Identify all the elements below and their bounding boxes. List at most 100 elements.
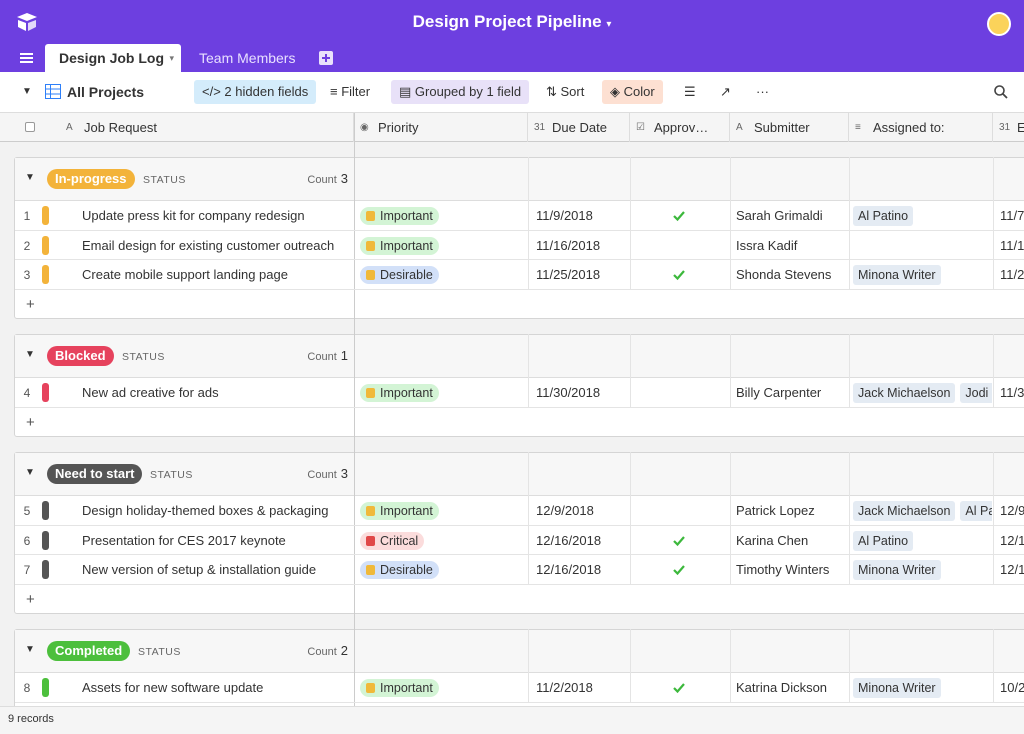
sort-button[interactable]: ⇅ Sort [546,84,585,99]
group-field: STATUS [150,469,193,481]
column-icon: ≡ [855,122,861,133]
column-header[interactable]: 31 E [993,113,1024,142]
record-row[interactable] [15,378,1024,408]
column-header[interactable]: ◉ Priority [354,113,528,142]
priority-pill: Desirable [360,561,439,579]
tab[interactable]: Team Members [185,44,309,72]
share-button[interactable]: ↗ [720,84,731,99]
group-button[interactable]: ▤ Grouped by 1 field [391,80,530,104]
record-row[interactable] [15,496,1024,526]
assigned-cell: Minona Writer [853,673,992,703]
column-header[interactable]: 31 Due Date [528,113,630,142]
button-label[interactable]: Filter [341,84,371,99]
record-row[interactable] [15,260,1024,290]
menu-icon[interactable] [20,52,34,64]
button-label[interactable]: Grouped by 1 field [414,84,522,99]
button-label[interactable]: 2 hidden fields [224,84,309,99]
column-icon: A [736,122,743,133]
add-tab[interactable] [319,51,333,65]
assignee-chip: Jodi L [960,383,992,403]
group-count: Count 3 [200,171,348,186]
column-name[interactable]: Due Date [552,120,607,135]
record-row[interactable] [15,673,1024,703]
cell-divider [630,157,631,290]
priority-cell: Important [360,496,525,526]
priority-pill: Desirable [360,266,439,284]
due-date: 12/16/2018 [536,532,602,548]
column-header[interactable]: A Submitter [730,113,849,142]
tab-label[interactable]: Team Members [199,50,296,66]
column-name[interactable]: Approv… [654,120,709,135]
priority-icon [366,506,375,516]
column-header[interactable]: ≡ Assigned to: [849,113,993,142]
priority-cell: Important [360,673,525,703]
record-row[interactable] [15,555,1024,585]
add-record[interactable]: + [26,295,35,313]
hidden-fields-button[interactable]: </> 2 hidden fields [194,80,317,104]
color-bar [42,560,49,579]
group-count: Count 3 [200,466,348,481]
collapse-toggle[interactable]: ▼ [25,467,35,478]
submitter: Billy Carpenter [736,385,822,400]
submitter: Katrina Dickson [736,680,828,695]
button-label[interactable]: Color [623,84,655,99]
priority-label: Important [380,386,433,400]
column-name[interactable]: Priority [378,120,419,135]
button-label[interactable]: Sort [560,84,585,99]
add-record[interactable]: + [26,590,35,608]
column-name[interactable]: E [1017,120,1024,135]
collapse-toggle[interactable]: ▼ [25,172,35,183]
view-toggle[interactable]: ▼ [22,86,32,97]
avatar[interactable] [987,12,1011,36]
record-row[interactable] [15,231,1024,260]
priority-pill: Important [360,207,439,225]
title-text[interactable]: Design Project Pipeline [412,12,602,31]
view-name[interactable]: All Projects [67,84,145,100]
column-icon: 31 [999,122,1011,133]
column-header[interactable]: ☑ Approv… [630,113,730,142]
extra-date: 11/30 [1000,385,1024,400]
search-icon[interactable] [994,85,1008,99]
record-row[interactable] [15,526,1024,555]
cell-divider [730,452,731,585]
priority-label: Important [380,681,433,695]
cell-divider [849,334,850,408]
column-header[interactable]: A Job Request [60,113,354,142]
priority-cell: Desirable [360,260,525,290]
select-all[interactable] [25,122,35,132]
row-number: 3 [23,268,31,282]
column-name[interactable]: Submitter [754,120,810,135]
collapse-toggle[interactable]: ▼ [25,644,35,655]
filter-button[interactable]: ≡ Filter [330,84,371,99]
row-number: 5 [23,504,31,518]
record-row[interactable] [15,201,1024,231]
group-field: STATUS [138,646,181,658]
color-button[interactable]: ◈ Color [602,80,663,104]
add-record[interactable]: + [26,413,35,431]
count-value: 3 [340,466,348,481]
priority-cell: Important [360,201,525,231]
column-name[interactable]: Job Request [84,120,157,135]
extra-date: 11/7/ [1000,208,1024,223]
color-bar [42,265,49,284]
tab[interactable]: Design Job Log ▾ [45,44,181,72]
cell-divider [630,334,631,408]
extra-date: 11/1 [1000,237,1024,253]
priority-icon [366,211,375,221]
more-button[interactable]: ··· [756,84,769,99]
assignee-chip: Al Pa [960,501,992,521]
assignee-chip: Minona Writer [853,265,941,285]
tab-label[interactable]: Design Job Log [59,50,164,66]
assigned-cell: Al Patino [853,201,992,231]
cell-divider [730,334,731,408]
row-height-button[interactable]: ☰ [684,84,696,99]
base-title[interactable]: Design Project Pipeline ▾ [412,12,612,31]
job-request: New version of setup & installation guid… [82,562,317,577]
row-number: 4 [23,386,31,400]
assignee-chip: Jack Michaelson [853,501,956,521]
collapse-toggle[interactable]: ▼ [25,349,35,360]
cell-divider [849,452,850,585]
priority-pill: Important [360,384,439,402]
column-name[interactable]: Assigned to: [873,120,945,135]
